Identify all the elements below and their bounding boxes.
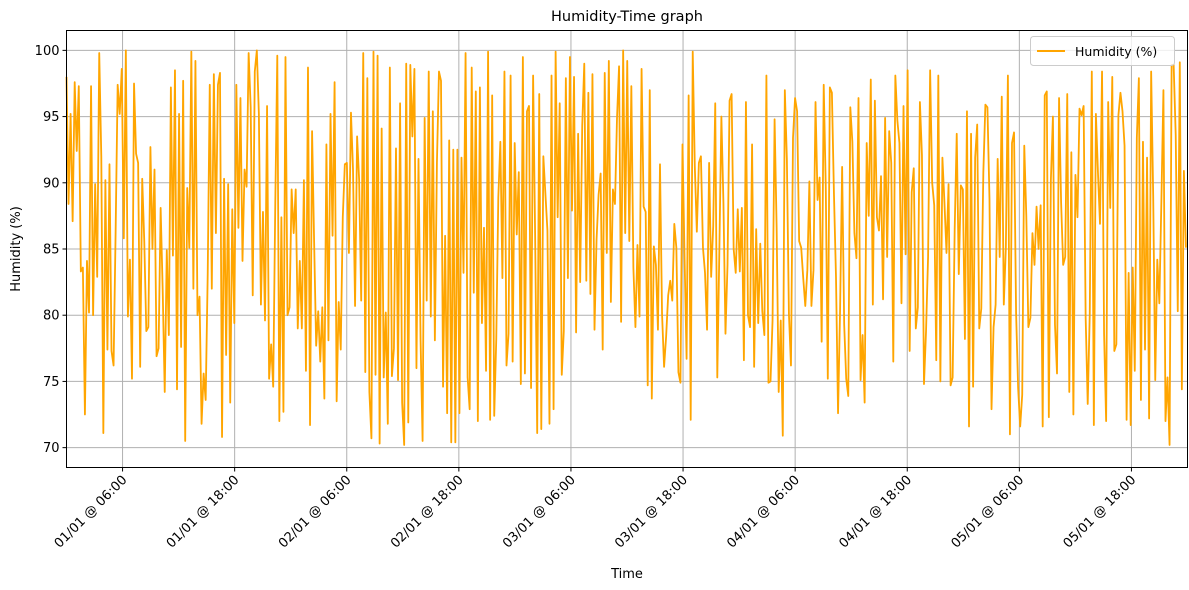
y-tick-label: 100 <box>35 44 60 59</box>
y-tick-label: 75 <box>43 375 60 390</box>
legend-label: Humidity (%) <box>1075 44 1157 59</box>
x-axis-label: Time <box>610 567 643 582</box>
chart-title: Humidity-Time graph <box>551 9 703 25</box>
y-tick-label: 80 <box>43 309 60 324</box>
legend: Humidity (%) <box>1030 36 1175 66</box>
y-tick-label: 70 <box>43 441 60 456</box>
y-tick-label: 85 <box>43 243 60 258</box>
series-line-humidity <box>65 49 1187 446</box>
y-axis-label: Humidity (%) <box>9 206 24 292</box>
legend-box <box>1030 36 1175 66</box>
y-tick-label: 90 <box>43 176 60 191</box>
series-layer <box>65 49 1187 446</box>
y-tick-label: 95 <box>43 110 60 125</box>
y-axis-ticks: 70 75 80 85 90 95 100 <box>35 44 67 456</box>
